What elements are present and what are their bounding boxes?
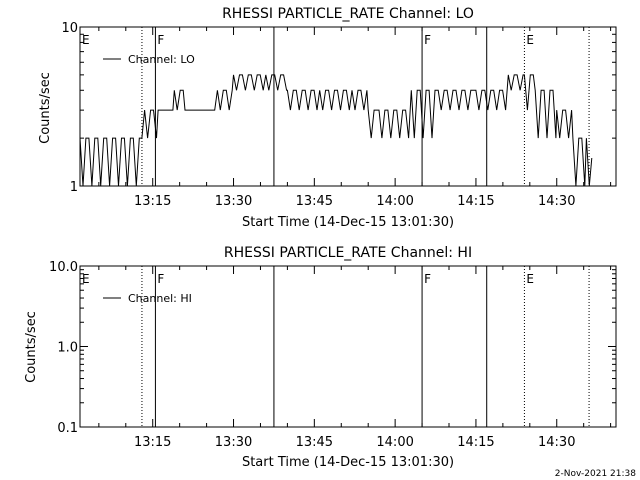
y-tick-label: 0.1	[57, 421, 78, 436]
event-marker-label: F	[157, 33, 164, 47]
x-tick-label: 14:15	[457, 194, 494, 209]
x-tick-label: 13:15	[134, 435, 171, 450]
event-marker-label: E	[82, 33, 90, 47]
y-tick-label: 1.0	[57, 341, 78, 356]
chart-panel-hi: RHESSI PARTICLE_RATE Channel: HI Start T…	[24, 245, 617, 470]
legend: Channel: LO	[103, 53, 195, 66]
y-axis-label: Counts/sec	[24, 311, 39, 383]
legend: Channel: HI	[103, 292, 192, 305]
legend-label: Channel: LO	[128, 53, 195, 66]
x-axis-label: Start Time (14-Dec-15 13:01:30)	[242, 455, 454, 470]
chart-title: RHESSI PARTICLE_RATE Channel: LO	[222, 6, 474, 22]
x-tick-label: 14:30	[538, 435, 575, 450]
event-marker-label: F	[424, 272, 431, 286]
x-tick-label: 14:00	[376, 194, 413, 209]
x-tick-label: 14:30	[538, 194, 575, 209]
axis-ticks: 13:15 13:30 13:45 14:00 14:15 14:30 1 10	[61, 21, 616, 209]
event-marker-label: F	[157, 272, 164, 286]
series-line	[79, 74, 593, 187]
x-tick-label: 13:15	[134, 194, 171, 209]
x-axis-label: Start Time (14-Dec-15 13:01:30)	[242, 215, 454, 230]
y-axis-label: Counts/sec	[38, 72, 53, 144]
x-tick-label: 13:45	[296, 435, 333, 450]
y-tick-label: 10	[61, 21, 78, 36]
plot-frame	[79, 26, 617, 187]
legend-label: Channel: HI	[128, 292, 192, 305]
x-tick-label: 13:30	[215, 435, 252, 450]
timestamp-label: 2-Nov-2021 21:38	[555, 469, 637, 479]
x-tick-label: 13:45	[296, 194, 333, 209]
y-tick-label: 10.0	[49, 260, 78, 275]
event-marker-label: E	[82, 272, 90, 286]
chart-panel-lo: RHESSI PARTICLE_RATE Channel: LO Start T…	[38, 6, 617, 230]
chart-title: RHESSI PARTICLE_RATE Channel: HI	[224, 245, 472, 261]
x-tick-label: 14:15	[457, 435, 494, 450]
plot-frame	[79, 265, 617, 428]
x-tick-label: 13:30	[215, 194, 252, 209]
data-series	[79, 74, 593, 187]
axis-ticks: 13:15 13:30 13:45 14:00 14:15 14:30 0.1 1.0 10.0	[49, 260, 616, 450]
event-marker-label: E	[526, 33, 534, 47]
y-tick-label: 1	[70, 180, 78, 195]
event-marker-label: F	[424, 33, 431, 47]
event-marker-label: E	[526, 272, 534, 286]
x-tick-label: 14:00	[376, 435, 413, 450]
